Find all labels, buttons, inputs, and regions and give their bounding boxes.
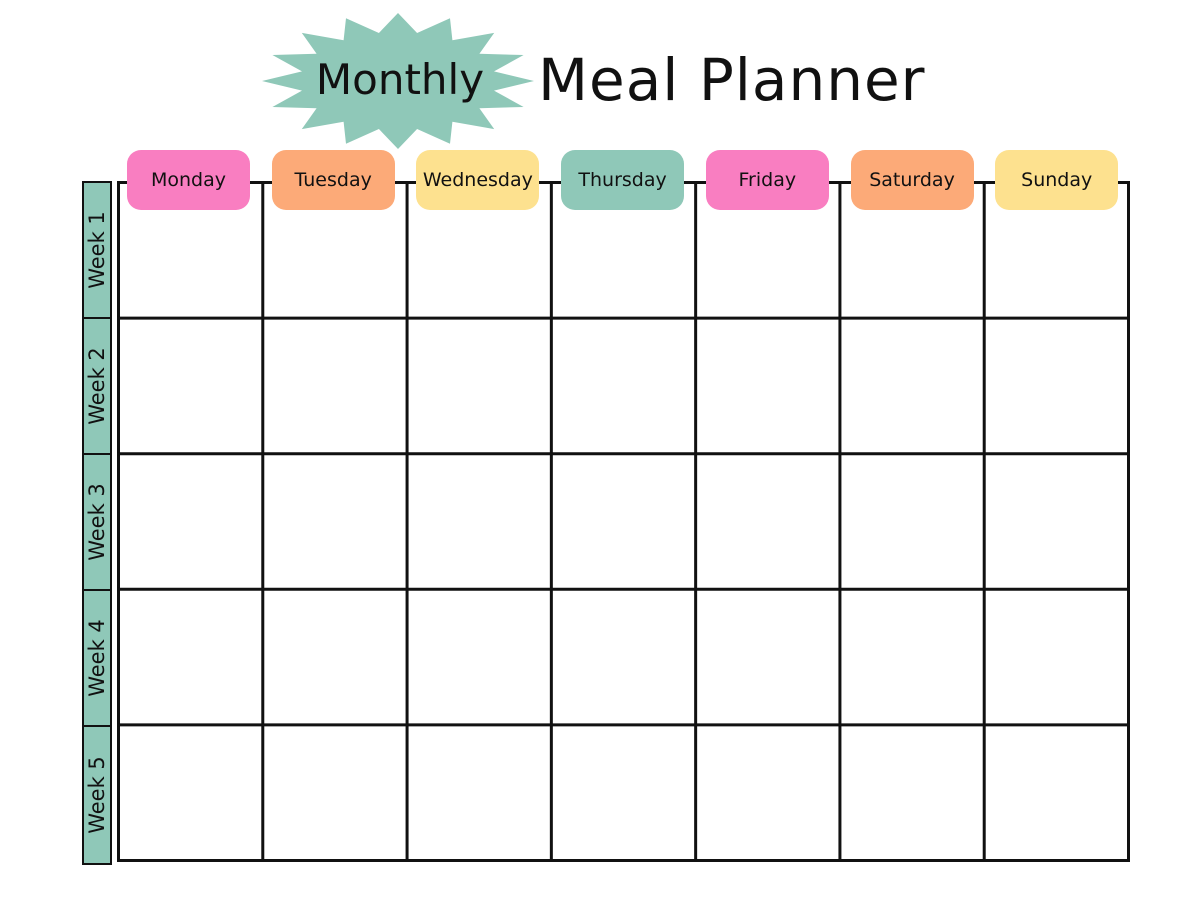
day-header-monday: Monday xyxy=(127,150,250,210)
day-label: Saturday xyxy=(869,169,955,191)
day-header-tuesday: Tuesday xyxy=(271,150,395,210)
day-label: Tuesday xyxy=(294,169,372,191)
meal-cell[interactable] xyxy=(986,726,1127,859)
meal-cell[interactable] xyxy=(120,591,261,724)
meal-cell[interactable] xyxy=(264,726,405,859)
meal-cell[interactable] xyxy=(553,455,694,588)
meal-cell[interactable] xyxy=(409,455,550,588)
meal-cell[interactable] xyxy=(409,320,550,453)
day-header-wednesday: Wednesday xyxy=(416,150,540,210)
meal-cell[interactable] xyxy=(264,591,405,724)
week-label-1: Week 1 xyxy=(84,183,110,319)
starburst-badge xyxy=(262,13,534,149)
meal-cell[interactable] xyxy=(409,726,550,859)
meal-cell[interactable] xyxy=(409,591,550,724)
meal-cell[interactable] xyxy=(264,455,405,588)
meal-cell[interactable] xyxy=(841,726,982,859)
meal-cell[interactable] xyxy=(986,591,1127,724)
meal-cell[interactable] xyxy=(553,320,694,453)
meal-cell[interactable] xyxy=(120,320,261,453)
starburst-shape xyxy=(262,13,534,149)
meal-cell[interactable] xyxy=(986,320,1127,453)
day-label: Thursday xyxy=(578,169,667,191)
title-badge-text: Monthly xyxy=(315,55,485,104)
day-label: Wednesday xyxy=(422,169,533,191)
meal-cell[interactable] xyxy=(264,320,405,453)
week-text: Week 3 xyxy=(85,483,110,561)
week-label-4: Week 4 xyxy=(84,591,110,727)
day-header-saturday: Saturday xyxy=(850,150,974,210)
week-sidebar: Week 1 Week 2 Week 3 Week 4 Week 5 xyxy=(82,181,112,865)
meal-cell[interactable] xyxy=(697,455,838,588)
week-text: Week 2 xyxy=(85,347,110,425)
week-label-5: Week 5 xyxy=(84,727,110,863)
week-text: Week 5 xyxy=(85,756,110,834)
meal-cell[interactable] xyxy=(697,591,838,724)
planner-grid xyxy=(117,181,1130,862)
meal-cell[interactable] xyxy=(120,726,261,859)
meal-cell[interactable] xyxy=(553,726,694,859)
page-title: Meal Planner xyxy=(538,46,926,114)
day-header-thursday: Thursday xyxy=(561,150,685,210)
day-label: Sunday xyxy=(1021,169,1093,191)
meal-cell[interactable] xyxy=(697,726,838,859)
week-text: Week 4 xyxy=(85,619,110,697)
meal-cell[interactable] xyxy=(841,455,982,588)
day-header-sunday: Sunday xyxy=(995,150,1119,210)
meal-cell[interactable] xyxy=(120,455,261,588)
meal-cell[interactable] xyxy=(841,320,982,453)
meal-cell[interactable] xyxy=(697,320,838,453)
week-label-2: Week 2 xyxy=(84,319,110,455)
week-text: Week 1 xyxy=(85,211,110,289)
day-label: Friday xyxy=(738,169,797,191)
meal-cell[interactable] xyxy=(841,591,982,724)
meal-cell[interactable] xyxy=(553,591,694,724)
meal-cell[interactable] xyxy=(986,455,1127,588)
day-label: Monday xyxy=(150,169,226,191)
day-header-friday: Friday xyxy=(705,150,829,210)
week-label-3: Week 3 xyxy=(84,455,110,591)
